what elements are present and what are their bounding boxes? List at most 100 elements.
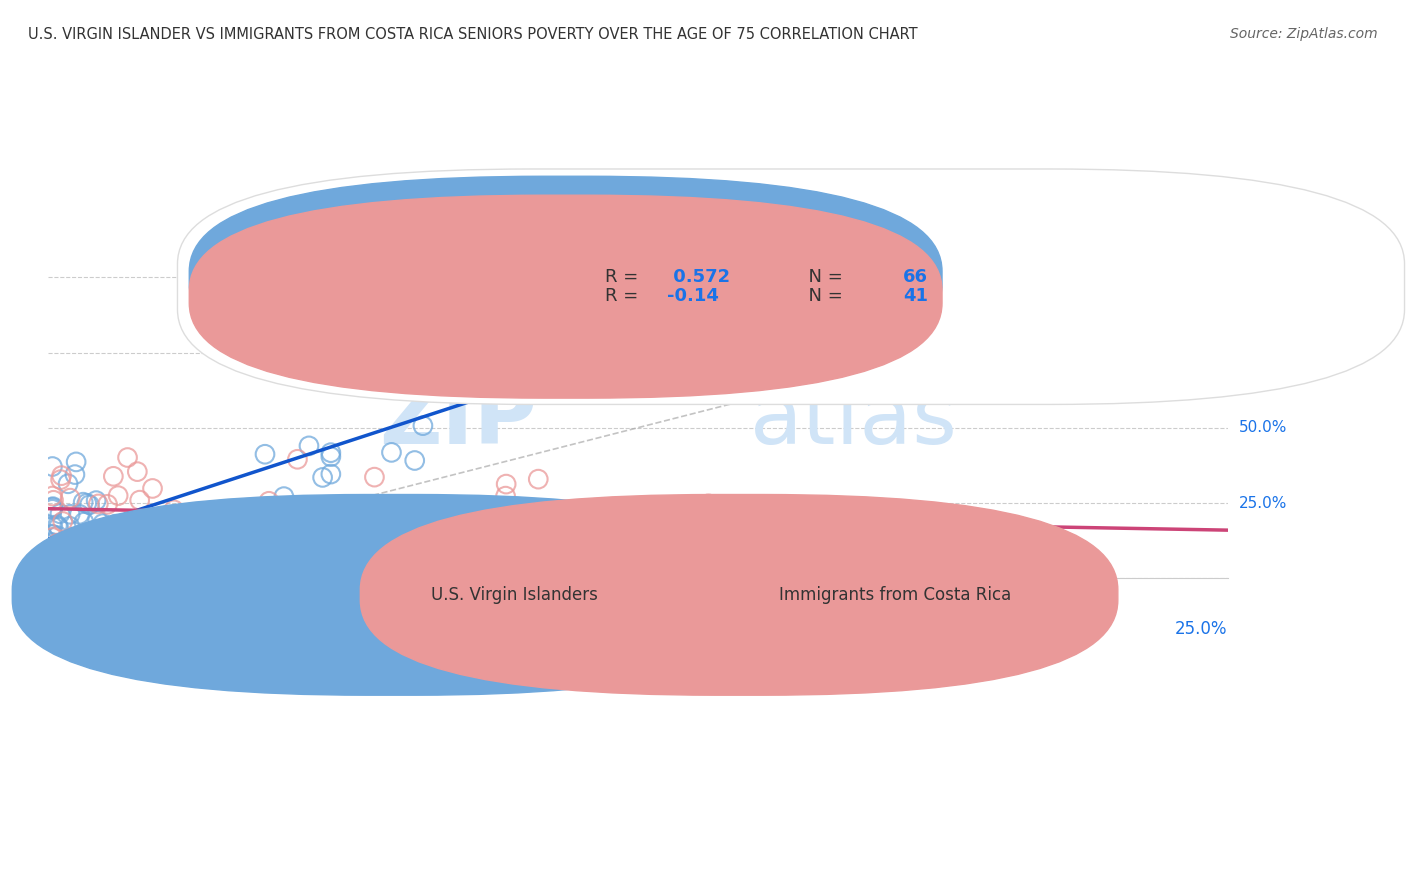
Point [72, 495, 94, 509]
Point [77, 539, 100, 553]
Point [41, 489, 63, 503]
Point [66, 559, 89, 574]
Point [451, 534, 474, 549]
Text: R =: R = [605, 268, 644, 286]
Text: U.S. VIRGIN ISLANDER VS IMMIGRANTS FROM COSTA RICA SENIORS POVERTY OVER THE AGE : U.S. VIRGIN ISLANDER VS IMMIGRANTS FROM … [28, 27, 918, 42]
Point [359, 537, 381, 551]
Point [215, 508, 238, 522]
Point [792, 558, 814, 572]
Point [51, 535, 73, 549]
Point [298, 439, 321, 453]
Point [65, 455, 87, 469]
Text: 0.0%: 0.0% [48, 620, 90, 638]
Point [49, 473, 72, 487]
Point [79, 530, 101, 544]
Point [108, 523, 131, 537]
Point [42, 541, 65, 555]
Text: ZIP: ZIP [380, 379, 537, 462]
Point [41, 527, 63, 541]
Point [41, 531, 63, 545]
Point [163, 503, 186, 517]
Point [349, 550, 371, 565]
Point [297, 369, 319, 384]
Point [79, 498, 101, 512]
FancyBboxPatch shape [13, 494, 769, 695]
Point [42, 548, 65, 562]
Point [84, 493, 107, 508]
Point [257, 494, 280, 508]
Point [495, 477, 517, 491]
Point [380, 445, 402, 459]
Point [381, 364, 404, 378]
Point [886, 516, 908, 530]
Point [63, 467, 86, 482]
Point [91, 549, 114, 564]
Point [76, 559, 98, 574]
Text: N =: N = [797, 268, 848, 286]
Point [143, 537, 166, 551]
Point [76, 496, 98, 510]
Point [124, 526, 146, 541]
Point [96, 497, 118, 511]
Point [273, 490, 295, 504]
Point [42, 519, 65, 533]
Point [56, 559, 79, 574]
Point [42, 493, 65, 508]
Point [42, 500, 65, 514]
Point [46, 529, 69, 543]
Text: N =: N = [797, 287, 848, 305]
Text: U.S. Virgin Islanders: U.S. Virgin Islanders [432, 586, 598, 604]
Point [87, 497, 110, 511]
FancyBboxPatch shape [190, 195, 942, 398]
Point [107, 489, 129, 503]
Point [41, 527, 63, 541]
Point [41, 555, 63, 569]
Point [91, 516, 114, 531]
Point [104, 517, 127, 532]
Point [697, 497, 720, 511]
Text: 66: 66 [903, 268, 928, 286]
Point [297, 321, 319, 335]
Point [46, 536, 69, 550]
Point [527, 472, 550, 486]
Point [97, 559, 120, 574]
Point [44, 544, 66, 558]
Point [41, 459, 63, 474]
Point [371, 500, 394, 515]
Point [319, 445, 342, 459]
Point [319, 467, 342, 481]
Point [46, 559, 69, 574]
Text: Immigrants from Costa Rica: Immigrants from Costa Rica [779, 586, 1011, 604]
Point [63, 531, 86, 545]
Point [127, 465, 149, 479]
Point [48, 559, 70, 574]
FancyBboxPatch shape [360, 494, 1118, 695]
Point [495, 489, 517, 503]
Text: 0.572: 0.572 [666, 268, 730, 286]
Text: 25.0%: 25.0% [1175, 620, 1227, 638]
Point [62, 534, 84, 549]
Point [429, 517, 451, 532]
Point [412, 418, 434, 433]
Point [41, 502, 63, 516]
Text: 41: 41 [903, 287, 928, 305]
Point [41, 500, 63, 515]
Point [52, 515, 75, 529]
Point [86, 513, 108, 527]
Point [311, 470, 333, 484]
Point [319, 450, 342, 464]
Text: 25.0%: 25.0% [1239, 496, 1286, 510]
Text: R =: R = [605, 287, 644, 305]
Point [70, 548, 93, 562]
Point [52, 555, 75, 569]
Point [287, 452, 309, 467]
Point [69, 508, 91, 522]
Point [58, 559, 80, 574]
Point [69, 528, 91, 542]
Text: Source: ZipAtlas.com: Source: ZipAtlas.com [1230, 27, 1378, 41]
FancyBboxPatch shape [177, 169, 1405, 404]
Point [107, 521, 129, 535]
Point [404, 453, 426, 467]
Point [437, 508, 460, 523]
Point [49, 507, 72, 521]
